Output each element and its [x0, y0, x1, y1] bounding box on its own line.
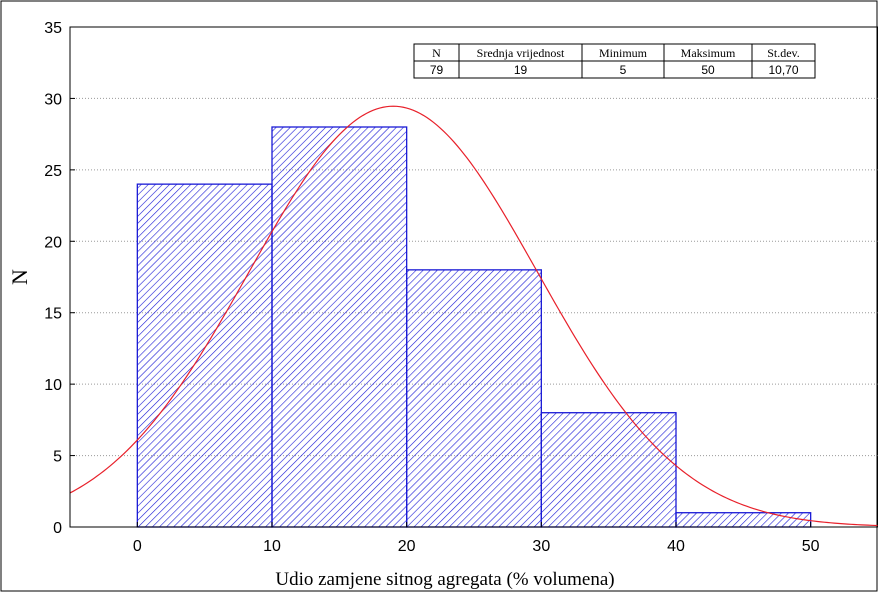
x-tick-label-20: 20	[398, 538, 416, 555]
y-tick-label-35: 35	[44, 20, 62, 37]
histogram-bar-1	[136, 183, 273, 528]
y-tick-label-10: 10	[44, 377, 62, 394]
y-axis-ticks: 0 5 10 15 20 25 30 35	[44, 20, 75, 537]
stats-header-2: Srednja vrijednost	[477, 46, 565, 60]
x-axis-label: Udio zamjene sitnog agregata (% volumena…	[275, 569, 614, 590]
y-tick-label-0: 0	[53, 520, 62, 537]
x-tick-label-10: 10	[263, 538, 281, 555]
x-tick-label-0: 0	[133, 538, 142, 555]
y-tick-label-20: 20	[44, 234, 62, 251]
x-tick-label-30: 30	[532, 538, 550, 555]
stats-header-4: Maksimum	[681, 46, 736, 60]
stats-value-5: 10,70	[768, 63, 798, 77]
x-tick-label-40: 40	[667, 538, 685, 555]
histogram-bar-2	[271, 126, 408, 528]
stats-header-3: Minimum	[599, 46, 648, 60]
normal-fit-curve-group	[70, 105, 878, 527]
y-tick-label-30: 30	[44, 91, 62, 108]
y-tick-label-15: 15	[44, 306, 62, 323]
normal-fit-curve	[70, 105, 878, 527]
stats-value-1: 79	[430, 63, 444, 77]
histogram-bar-4	[540, 412, 677, 528]
stats-header-5: St.dev.	[767, 46, 800, 60]
y-tick-label-25: 25	[44, 163, 62, 180]
stats-value-4: 50	[701, 63, 715, 77]
stats-value-3: 5	[620, 63, 627, 77]
bars	[136, 126, 812, 528]
y-tick-label-5: 5	[53, 449, 62, 466]
y-axis-label: N	[7, 269, 32, 285]
x-axis-ticks: 0 10 20 30 40 50	[133, 522, 820, 555]
stats-table: N 79 Srednja vrijednost 19 Minimum 5 Maksimum 5…	[413, 43, 816, 79]
histogram-bar-3	[406, 269, 542, 528]
histogram-bar-5	[675, 512, 812, 528]
x-tick-label-50: 50	[802, 538, 820, 555]
plot-frame	[69, 26, 878, 528]
stats-header-1: N	[432, 46, 441, 60]
stats-value-2: 19	[514, 63, 528, 77]
